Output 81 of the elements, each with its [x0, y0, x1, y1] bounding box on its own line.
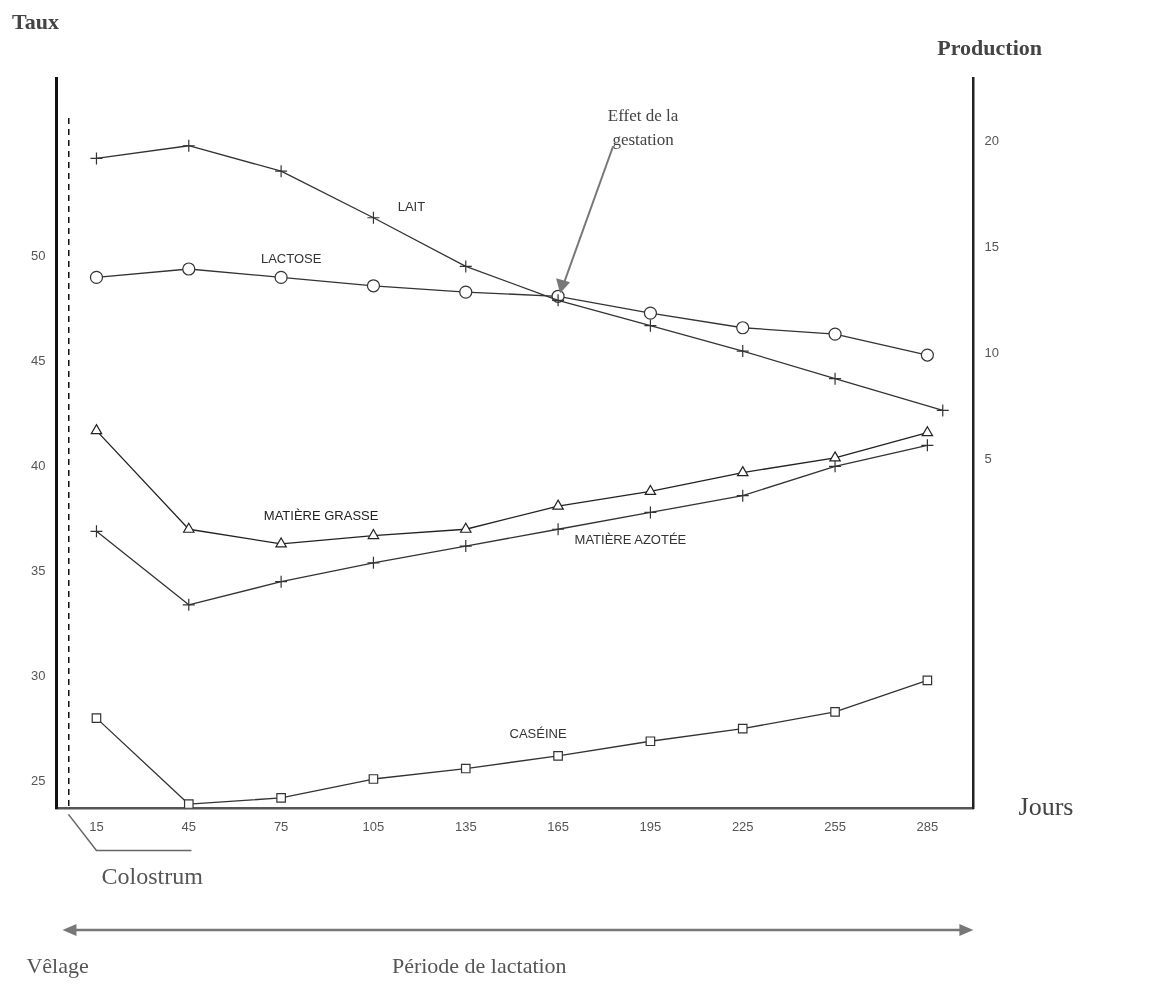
point [182, 139, 196, 153]
y2-tick-label: 20 [984, 133, 1000, 149]
y-tick-label: 50 [30, 247, 46, 263]
x-axis-title: Jours [1018, 792, 1074, 822]
point [553, 751, 563, 761]
point [183, 799, 194, 809]
point [552, 499, 564, 510]
point [459, 285, 473, 299]
y-axis-title: Taux [12, 8, 59, 34]
point [830, 707, 840, 717]
point [643, 306, 658, 320]
series-label: MATIÈRE AZOTÉE [574, 532, 687, 548]
point [828, 459, 842, 473]
x-tick-label: 15 [89, 818, 104, 834]
point [274, 270, 288, 284]
point [922, 675, 933, 686]
annotation: Effet de la gestation [607, 106, 679, 150]
x-tick-label: 105 [362, 818, 385, 834]
point [737, 723, 748, 734]
point [366, 211, 381, 225]
text: Colostrum [101, 863, 203, 891]
y2-tick-label: 5 [984, 450, 992, 466]
y-tick-label: 30 [30, 667, 46, 683]
point [366, 279, 381, 293]
x-tick-label: 75 [273, 818, 289, 834]
point [828, 372, 842, 386]
point [275, 537, 287, 548]
point [643, 505, 658, 520]
point [91, 713, 102, 723]
point [460, 763, 471, 774]
point [182, 598, 196, 612]
point [89, 270, 104, 284]
y2-tick-label: 15 [984, 238, 1000, 254]
point [551, 522, 565, 536]
series-label: LAIT [397, 199, 426, 215]
y-tick-label: 25 [30, 772, 46, 788]
series-label: CASÉINE [509, 725, 567, 741]
point [366, 556, 381, 570]
point [459, 539, 473, 553]
x-tick-label: 165 [547, 818, 569, 834]
point [736, 465, 749, 477]
x-tick-label: 225 [731, 818, 754, 834]
point [920, 438, 934, 452]
point [736, 489, 750, 503]
y2-tick-label: 10 [984, 344, 1000, 360]
point [936, 403, 950, 417]
point [90, 424, 103, 435]
point [459, 522, 472, 533]
series-label: LACTOSE [260, 250, 322, 266]
y2-axis-title: Production [937, 34, 1042, 60]
point [829, 451, 841, 462]
x-tick-label: 285 [916, 818, 939, 834]
point [828, 327, 842, 341]
point [459, 259, 473, 274]
point [551, 293, 565, 307]
point [274, 164, 288, 178]
x-tick-label: 135 [454, 818, 477, 834]
point [182, 522, 195, 533]
point [368, 774, 379, 784]
point [736, 344, 750, 358]
text: Vêlage [26, 953, 89, 979]
point [276, 793, 286, 803]
x-tick-label: 255 [824, 818, 846, 834]
y-tick-label: 40 [30, 457, 46, 473]
point [921, 426, 934, 437]
point [367, 528, 380, 540]
point [645, 736, 656, 747]
y-tick-label: 35 [30, 562, 46, 578]
point [89, 524, 104, 538]
series-label: MATIÈRE GRASSE [263, 507, 379, 523]
text: Période de lactation [391, 953, 567, 979]
x-tick-label: 45 [181, 818, 197, 834]
point [736, 321, 750, 335]
point [274, 575, 288, 589]
point [920, 348, 934, 362]
x-tick-label: 195 [639, 818, 662, 834]
point [644, 484, 657, 496]
y-tick-label: 45 [30, 352, 46, 368]
point [643, 319, 658, 333]
point [182, 262, 196, 276]
point [89, 151, 104, 166]
